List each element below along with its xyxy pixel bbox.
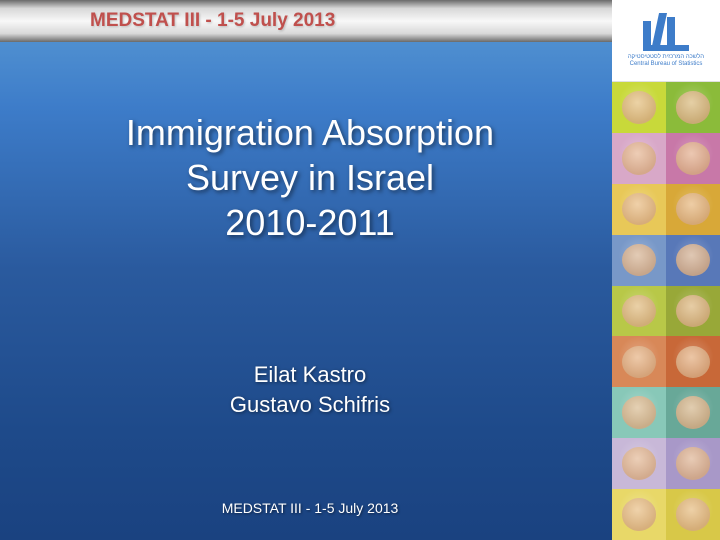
- puzzle-piece: [666, 489, 720, 540]
- puzzle-piece: [666, 438, 720, 489]
- puzzle-piece: [612, 184, 666, 235]
- puzzle-piece: [666, 184, 720, 235]
- author-2: Gustavo Schifris: [60, 390, 560, 420]
- puzzle-piece: [666, 133, 720, 184]
- puzzle-piece: [666, 82, 720, 133]
- face-icon: [622, 193, 657, 226]
- face-icon: [676, 396, 711, 429]
- sidebar: הלשכה המרכזית לסטטיסטיקה Central Bureau …: [612, 0, 720, 540]
- face-icon: [622, 295, 657, 328]
- header-text: MEDSTAT III - 1-5 July 2013: [90, 10, 335, 32]
- authors-block: Eilat Kastro Gustavo Schifris: [60, 360, 560, 419]
- logo-text-en: Central Bureau of Statistics: [630, 61, 703, 68]
- face-icon: [622, 244, 657, 277]
- title-line3: 2010-2011: [60, 200, 560, 245]
- puzzle-piece: [612, 489, 666, 540]
- face-icon: [622, 346, 657, 379]
- face-icon: [676, 193, 711, 226]
- puzzle-piece: [666, 336, 720, 387]
- puzzle-piece: [612, 387, 666, 438]
- footer-text: MEDSTAT III - 1-5 July 2013: [60, 500, 560, 516]
- face-icon: [622, 498, 657, 531]
- face-icon: [622, 142, 657, 175]
- title-line2: Survey in Israel: [60, 155, 560, 200]
- puzzle-piece: [612, 438, 666, 489]
- puzzle-piece: [612, 336, 666, 387]
- puzzle-piece: [612, 286, 666, 337]
- logo-icon: [643, 13, 689, 51]
- title-line1: Immigration Absorption: [60, 110, 560, 155]
- title-block: Immigration Absorption Survey in Israel …: [60, 110, 560, 245]
- face-icon: [622, 91, 657, 124]
- puzzle-strip: [612, 82, 720, 540]
- face-icon: [676, 346, 711, 379]
- face-icon: [676, 295, 711, 328]
- face-icon: [622, 447, 657, 480]
- face-icon: [622, 396, 657, 429]
- author-1: Eilat Kastro: [60, 360, 560, 390]
- face-icon: [676, 498, 711, 531]
- puzzle-piece: [612, 235, 666, 286]
- face-icon: [676, 91, 711, 124]
- puzzle-piece: [666, 286, 720, 337]
- face-icon: [676, 142, 711, 175]
- puzzle-piece: [612, 82, 666, 133]
- logo-text-he: הלשכה המרכזית לסטטיסטיקה: [628, 54, 704, 61]
- face-icon: [676, 447, 711, 480]
- puzzle-piece: [666, 235, 720, 286]
- puzzle-piece: [612, 133, 666, 184]
- face-icon: [676, 244, 711, 277]
- puzzle-piece: [666, 387, 720, 438]
- logo: הלשכה המרכזית לסטטיסטיקה Central Bureau …: [612, 0, 720, 82]
